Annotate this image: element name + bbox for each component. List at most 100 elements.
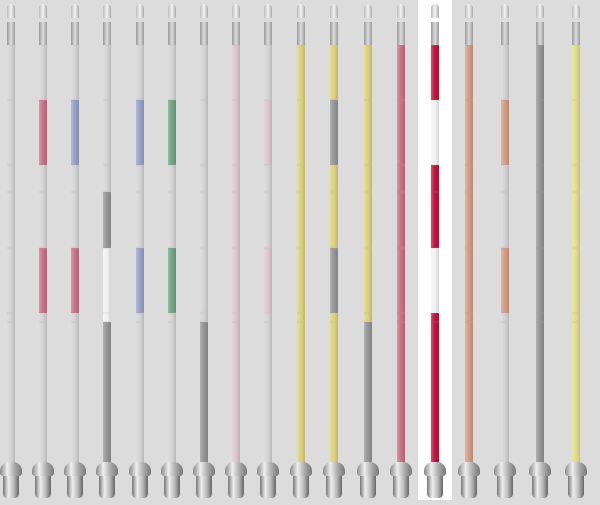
pole-stripe (501, 45, 509, 100)
pole-stripe (297, 313, 305, 322)
pole-cap (103, 22, 111, 45)
pole-stripe (200, 45, 208, 100)
pole-stripe (465, 165, 473, 192)
pole-stripe (136, 45, 144, 100)
pole-stripe (136, 322, 144, 465)
pole-stripe (39, 45, 47, 100)
pole-option[interactable] (219, 0, 253, 500)
pole-stripe (330, 313, 338, 322)
pole-stripe (264, 248, 272, 313)
pole-stripe (136, 248, 144, 313)
pole-stripe (168, 100, 176, 165)
pole-stripe (232, 192, 240, 248)
pole-stripe (330, 165, 338, 192)
pole-stripe (264, 100, 272, 165)
pole-stripe (71, 322, 79, 465)
pole-cap (200, 22, 208, 45)
pole-stripe (330, 192, 338, 248)
pole-stripe (330, 45, 338, 100)
pole-finial-icon (168, 4, 176, 18)
pole-option[interactable] (523, 0, 557, 500)
pole-stripe (103, 248, 111, 313)
pole-option[interactable] (90, 0, 124, 500)
pole-stripe (264, 192, 272, 248)
pole-stripe (431, 45, 439, 100)
pole-cap (501, 22, 509, 45)
pole-stripe (465, 192, 473, 248)
pole-stripe (297, 100, 305, 165)
pole-base (390, 462, 412, 500)
pole-stripe (136, 100, 144, 165)
pole-stripe (232, 45, 240, 100)
pole-stripe (364, 322, 372, 465)
pole-finial-icon (397, 4, 405, 18)
pole-stripe (431, 248, 439, 313)
pole-stripe (465, 322, 473, 465)
pole-option[interactable] (155, 0, 189, 500)
pole-stripe (536, 100, 544, 165)
pole-stripe (168, 165, 176, 192)
pole-finial-icon (103, 4, 111, 18)
pole-base (161, 462, 183, 500)
pole-option[interactable] (452, 0, 486, 500)
pole-cap (465, 22, 473, 45)
pole-finial-icon (297, 4, 305, 18)
pole-cap (397, 22, 405, 45)
pole-stripe (501, 165, 509, 192)
pole-stripe (39, 322, 47, 465)
pole-stripe (397, 248, 405, 313)
pole-option[interactable] (251, 0, 285, 500)
pole-stripe (465, 313, 473, 322)
pole-base (0, 462, 22, 500)
pole-stripe (572, 45, 580, 100)
pole-stripe (232, 313, 240, 322)
pole-stripe (364, 192, 372, 248)
pole-cap (431, 22, 439, 45)
pole-option[interactable] (26, 0, 60, 500)
pole-stripe (232, 165, 240, 192)
pole-cap (71, 22, 79, 45)
pole-stripe (501, 192, 509, 248)
pole-option[interactable] (384, 0, 418, 500)
pole-stripe (536, 192, 544, 248)
pole-stripe (297, 248, 305, 313)
pole-cap (264, 22, 272, 45)
pole-stripe (103, 165, 111, 192)
pole-stripe (431, 100, 439, 165)
pole-option[interactable] (0, 0, 28, 500)
pole-stripe (431, 322, 439, 465)
pole-option[interactable] (559, 0, 593, 500)
pole-stripe (71, 100, 79, 165)
pole-stripe (364, 165, 372, 192)
pole-option[interactable] (488, 0, 522, 500)
pole-option[interactable] (418, 0, 452, 500)
pole-stripe (572, 192, 580, 248)
pole-option[interactable] (317, 0, 351, 500)
pole-option[interactable] (284, 0, 318, 500)
pole-stripe (330, 322, 338, 465)
pole-option[interactable] (187, 0, 221, 500)
pole-stripe (264, 322, 272, 465)
pole-cap (572, 22, 580, 45)
pole-stripe (536, 322, 544, 465)
pole-stripe (364, 100, 372, 165)
pole-base (96, 462, 118, 500)
pole-stripe (71, 45, 79, 100)
pole-stripe (364, 248, 372, 313)
pole-stripe (168, 313, 176, 322)
pole-base (225, 462, 247, 500)
pole-stripe (536, 313, 544, 322)
pole-option[interactable] (351, 0, 385, 500)
pole-finial-icon (330, 4, 338, 18)
pole-stripe (7, 45, 15, 100)
pole-stripe (7, 165, 15, 192)
pole-option[interactable] (123, 0, 157, 500)
pole-cap (7, 22, 15, 45)
pole-stripe (200, 313, 208, 322)
pole-stripe (536, 248, 544, 313)
pole-stripe (200, 322, 208, 465)
pole-stripe (264, 165, 272, 192)
pole-stripe (264, 45, 272, 100)
pole-stripe (465, 248, 473, 313)
pole-option[interactable] (58, 0, 92, 500)
